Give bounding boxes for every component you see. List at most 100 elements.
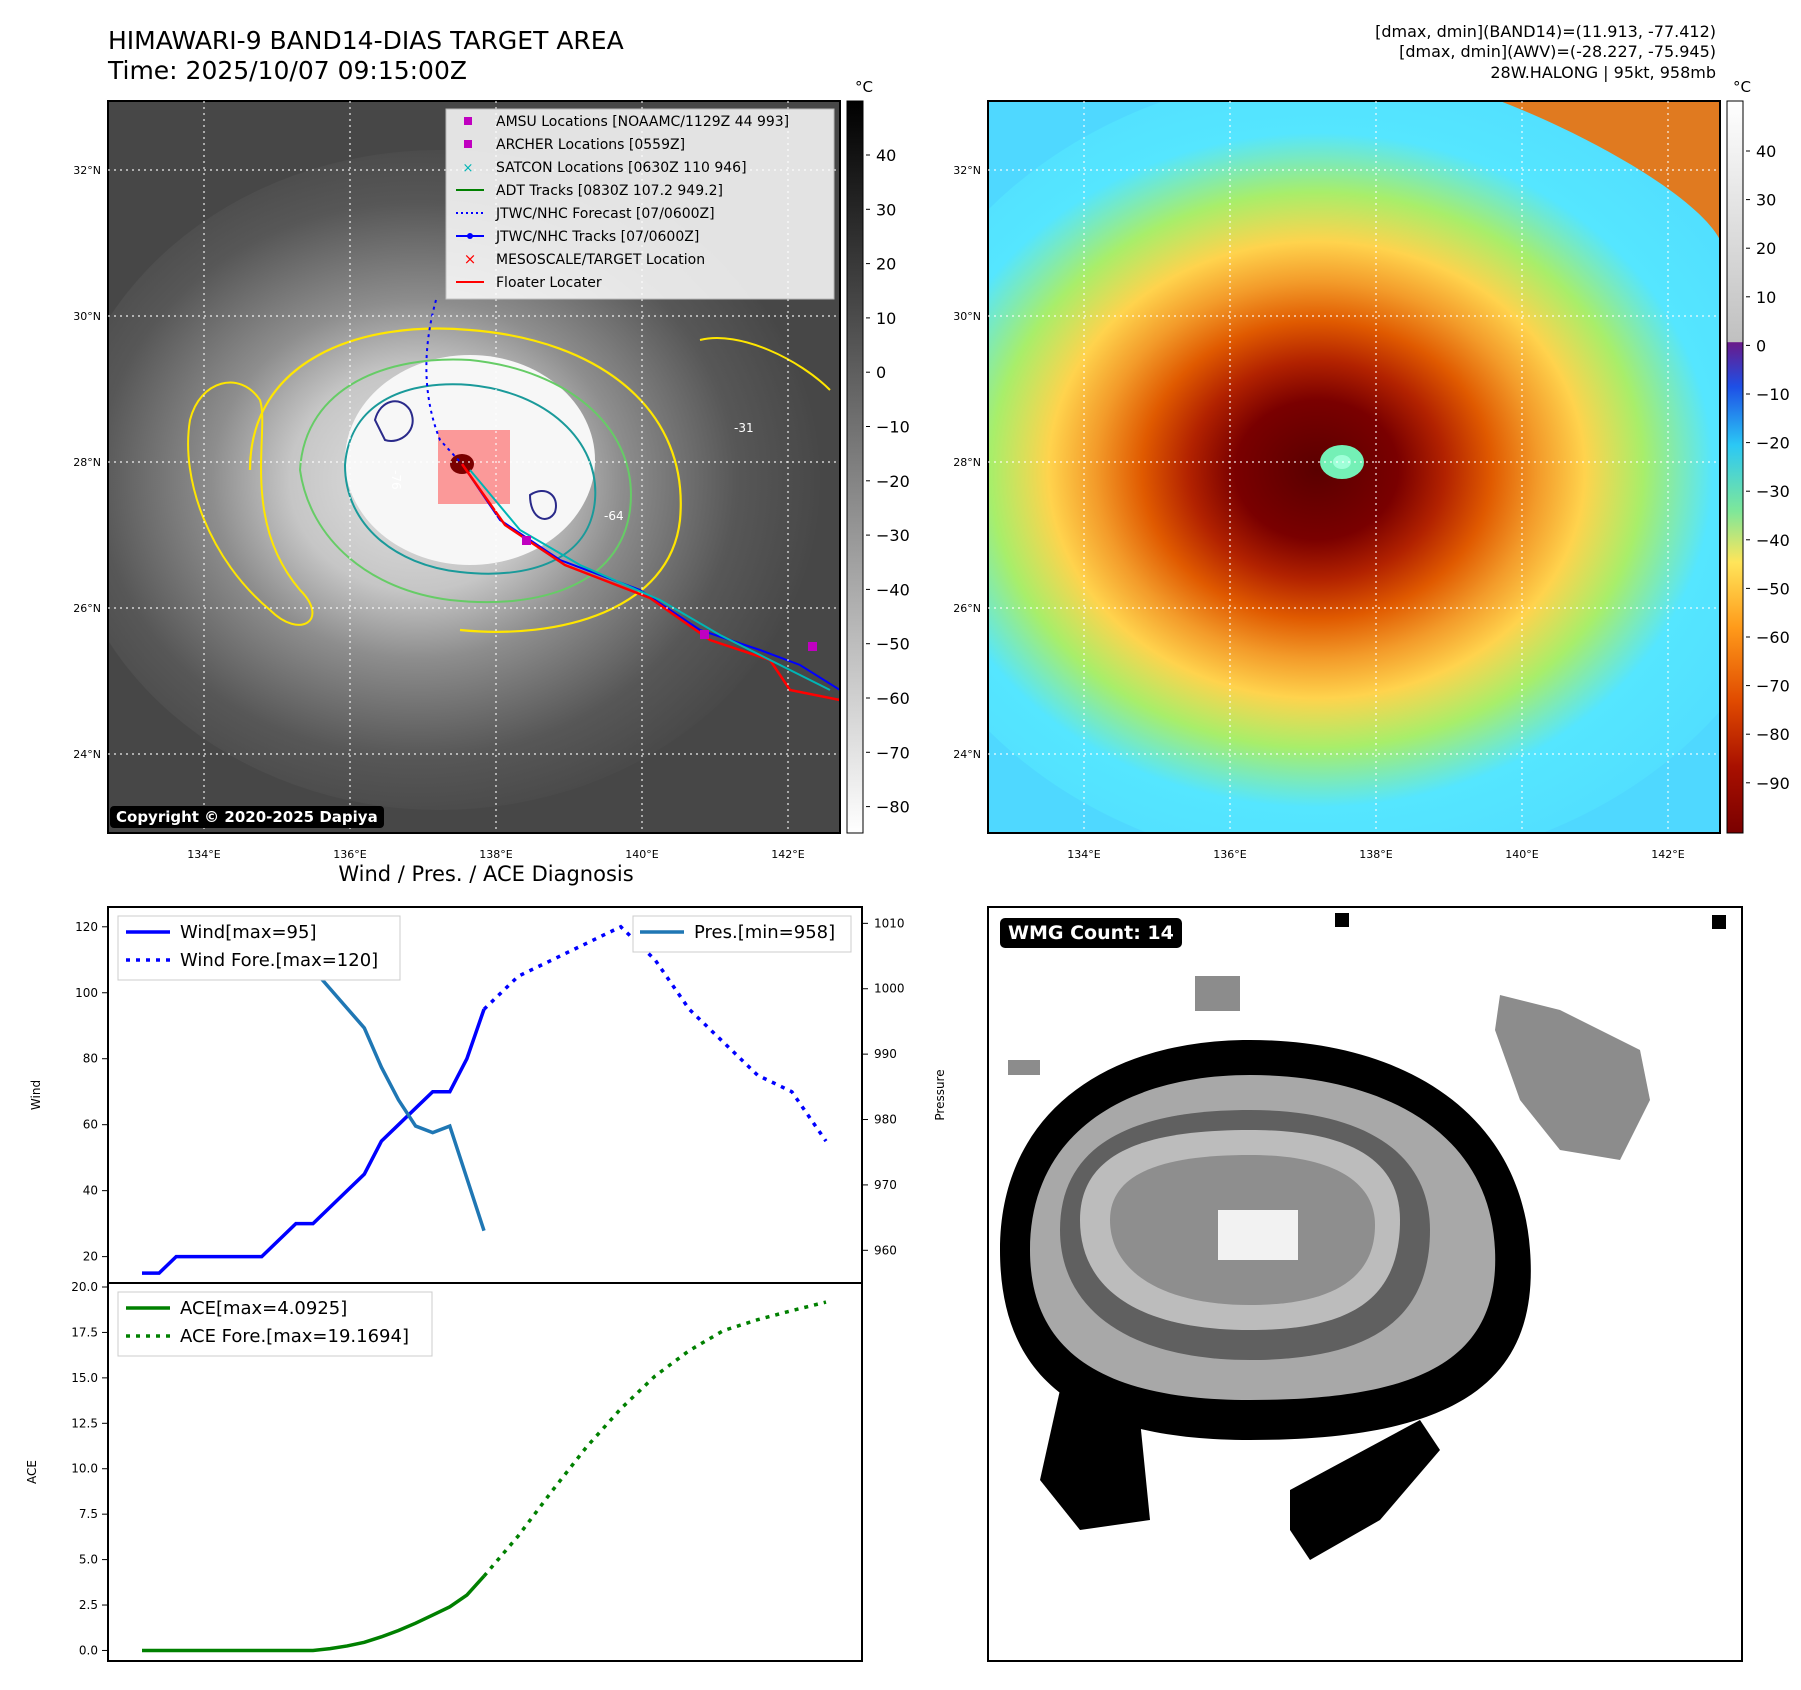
colorbar-tick-label: −70 bbox=[1756, 677, 1790, 696]
colorbar-tick-label: −70 bbox=[876, 743, 910, 762]
colorbar-tick-label: 30 bbox=[876, 200, 896, 219]
colorbar-tick-label: −10 bbox=[1756, 385, 1790, 404]
colorbar-tick-label: 20 bbox=[876, 255, 896, 274]
legend-target: MESOSCALE/TARGET Location bbox=[496, 252, 705, 268]
ace-axis-label: ACE bbox=[25, 1460, 39, 1484]
legend-ace-fore-label: ACE Fore.[max=19.1694] bbox=[180, 1326, 409, 1347]
ir-color-map bbox=[987, 100, 1721, 834]
ace-series-line-0 bbox=[142, 1574, 486, 1653]
colorbar-tick-label: −30 bbox=[1756, 482, 1790, 501]
legend-track-dot bbox=[467, 233, 473, 239]
lat-tick-label: 32°N bbox=[953, 164, 981, 177]
legend-satcon-symbol: × bbox=[463, 161, 474, 176]
legend-adt: ADT Tracks [0830Z 107.2 949.2] bbox=[496, 183, 723, 199]
colorbar-tick-label: 40 bbox=[1756, 142, 1776, 161]
ace-ytick-label: 5.0 bbox=[79, 1553, 98, 1567]
mesoscale-target-box bbox=[438, 430, 510, 504]
legend-pressure-label: Pres.[min=958] bbox=[694, 922, 835, 943]
jtwc-track bbox=[461, 463, 840, 691]
colorbar-tick-label: −50 bbox=[1756, 579, 1790, 598]
diagnosis-title: Wind / Pres. / ACE Diagnosis bbox=[338, 862, 634, 886]
ace-ytick-label: 15.0 bbox=[71, 1371, 98, 1385]
wmg-count-badge: WMG Count: 14 bbox=[1000, 918, 1182, 948]
pressure-ytick-label: 960 bbox=[874, 1243, 897, 1257]
wmg-dot-2 bbox=[1712, 915, 1726, 929]
lon-tick-label: 138°E bbox=[1359, 848, 1392, 861]
lon-tick-label: 140°E bbox=[1505, 848, 1538, 861]
legend-forecast: JTWC/NHC Forecast [07/0600Z] bbox=[495, 206, 715, 222]
lat-tick-label: 30°N bbox=[953, 310, 981, 323]
legend-target-symbol: × bbox=[464, 250, 477, 268]
lat-tick-label: 26°N bbox=[953, 602, 981, 615]
legend-amsu: AMSU Locations [NOAAMC/1129Z 44 993] bbox=[496, 114, 789, 130]
pressure-ytick-label: 980 bbox=[874, 1113, 897, 1127]
colorbar-tick-label: 0 bbox=[1756, 336, 1766, 355]
lat-tick-label: 32°N bbox=[73, 164, 101, 177]
contour-core-west bbox=[373, 400, 414, 442]
info-awv: [dmax, dmin](AWV)=(-28.227, -75.945) bbox=[1399, 42, 1716, 61]
colorbar-tick-label: −90 bbox=[1756, 774, 1790, 793]
figure-title: HIMAWARI-9 BAND14-DIAS TARGET AREA bbox=[108, 26, 624, 55]
lon-tick-label: 134°E bbox=[1067, 848, 1100, 861]
colorbar-tick-label: −60 bbox=[1756, 628, 1790, 647]
contour-outer-west bbox=[187, 381, 314, 626]
lon-tick-label: 134°E bbox=[187, 848, 220, 861]
legend-floater: Floater Locater bbox=[496, 275, 602, 291]
ace-ytick-label: 0.0 bbox=[79, 1643, 98, 1657]
lat-tick-label: 30°N bbox=[73, 310, 101, 323]
figure-time: Time: 2025/10/07 09:15:00Z bbox=[108, 56, 467, 85]
ace-ytick-label: 2.5 bbox=[79, 1598, 98, 1612]
legend-ace-label: ACE[max=4.0925] bbox=[180, 1298, 347, 1319]
wind-ytick-label: 40 bbox=[83, 1184, 98, 1198]
lon-tick-label: 142°E bbox=[1651, 848, 1684, 861]
legend-wind-label: Wind[max=95] bbox=[180, 922, 317, 943]
lat-tick-label: 28°N bbox=[953, 456, 981, 469]
colorbar-tick-label: −80 bbox=[1756, 725, 1790, 744]
ace-ytick-label: 17.5 bbox=[71, 1325, 98, 1339]
ace-ytick-label: 7.5 bbox=[79, 1507, 98, 1521]
ace-series-line-1 bbox=[482, 1300, 827, 1578]
legend-wind-fore-label: Wind Fore.[max=120] bbox=[180, 950, 378, 971]
colorbar-ticks-right: 40 30 20 10 0 −10 −20 −30 −40 −50 −60 −70 −80 −90 bbox=[1746, 142, 1790, 793]
colorbar-unit-right: °C bbox=[1733, 78, 1751, 96]
series-line-0 bbox=[142, 1008, 486, 1275]
wmg-band-southwest bbox=[1040, 1390, 1150, 1530]
legend-satcon: SATCON Locations [0630Z 110 946] bbox=[496, 160, 747, 176]
contour-outer-northeast bbox=[699, 337, 831, 391]
wind-pressure-chart: 20 40 60 80 100 120 960 970 980 990 1000 1010 Wind[m… bbox=[75, 915, 905, 1275]
map-legend: × × AMSU Locations [NOAAMC/1129Z 44 993]… bbox=[445, 108, 835, 300]
contour-label-inner: -64 bbox=[604, 509, 624, 523]
copyright-label: Copyright © 2020-2025 Dapiya bbox=[110, 806, 384, 828]
map-grid-right: 134°E 136°E 138°E 140°E 142°E 32°N 30°N 28°N 26°… bbox=[953, 101, 1720, 861]
colorbar-tick-label: −20 bbox=[876, 472, 910, 491]
lat-tick-label: 26°N bbox=[73, 602, 101, 615]
legend-archer-symbol bbox=[464, 140, 472, 148]
contour-label-outer: -31 bbox=[734, 421, 754, 435]
lon-tick-label: 138°E bbox=[479, 848, 512, 861]
info-storm: 28W.HALONG | 95kt, 958mb bbox=[1490, 63, 1716, 82]
wind-ytick-label: 80 bbox=[83, 1052, 98, 1066]
ace-ytick-label: 20.0 bbox=[71, 1280, 98, 1294]
northeast-cloud-band bbox=[1500, 101, 1720, 240]
info-band14: [dmax, dmin](BAND14)=(11.913, -77.412) bbox=[1375, 22, 1716, 41]
lon-tick-label: 136°E bbox=[1213, 848, 1246, 861]
legend-archer: ARCHER Locations [0559Z] bbox=[496, 137, 685, 153]
lon-tick-label: 136°E bbox=[333, 848, 366, 861]
colorbar-tick-label: 10 bbox=[1756, 288, 1776, 307]
wind-ytick-label: 60 bbox=[83, 1118, 98, 1132]
ir-map-frame bbox=[107, 100, 841, 834]
colorbar-tick-label: 20 bbox=[1756, 239, 1776, 258]
colorbar-color bbox=[1726, 100, 1744, 834]
wmg-panel bbox=[987, 906, 1743, 1662]
lat-tick-label: 24°N bbox=[953, 748, 981, 761]
wind-ytick-label: 100 bbox=[75, 986, 98, 1000]
ir-color-frame bbox=[987, 100, 1721, 834]
colorbar-tick-label: 10 bbox=[876, 309, 896, 328]
wmg-cloud-west bbox=[1008, 1060, 1040, 1075]
wmg-cloud-north bbox=[1195, 976, 1240, 1011]
lon-tick-label: 142°E bbox=[771, 848, 804, 861]
contour-core-east bbox=[528, 490, 557, 520]
satcon-track bbox=[469, 469, 831, 691]
colorbar-tick-label: 0 bbox=[876, 363, 886, 382]
amsu-marker bbox=[522, 536, 531, 545]
